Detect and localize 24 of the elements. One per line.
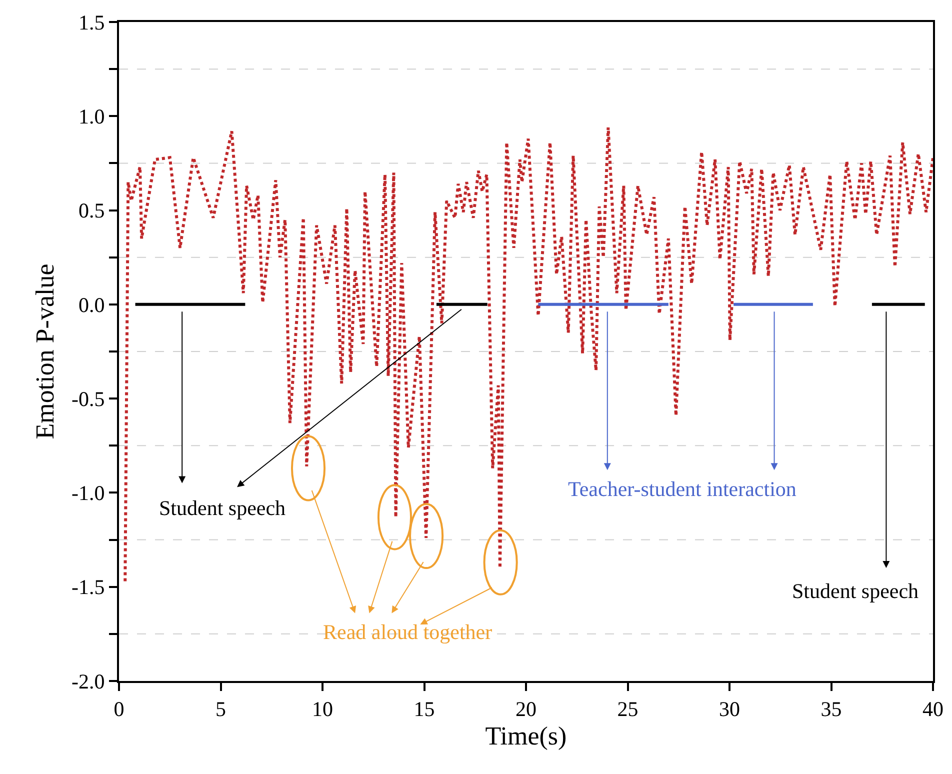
annotation: Read aloud together xyxy=(323,620,492,644)
y-tick-label: -2.0 xyxy=(72,669,105,694)
y-tick-label: -1.0 xyxy=(72,481,105,506)
y-tick-label: 0.0 xyxy=(78,292,105,317)
annotation: Teacher-student interaction xyxy=(568,477,797,501)
x-tick-label: 20 xyxy=(516,697,536,722)
x-tick-label: 25 xyxy=(617,697,638,722)
line-series xyxy=(124,126,933,583)
x-tick-label: 35 xyxy=(820,697,842,722)
y-tick-label: -1.5 xyxy=(72,575,105,600)
y-tick-label: 1.0 xyxy=(78,104,105,128)
x-tick-label: 5 xyxy=(216,697,226,722)
x-tick-label: 40 xyxy=(922,697,944,722)
annotation: Student speech xyxy=(792,579,920,603)
y-axis-title: Emotion P-value xyxy=(30,264,60,440)
x-tick-label: 15 xyxy=(414,697,435,722)
y-tick-label: 1.5 xyxy=(78,10,105,34)
y-tick-label: -0.5 xyxy=(72,386,105,411)
x-tick-label: 0 xyxy=(114,697,124,722)
x-tick-label: 10 xyxy=(312,697,333,722)
x-tick-label: 30 xyxy=(719,697,740,722)
annotation: Student speech xyxy=(159,496,286,520)
y-tick-label: 0.5 xyxy=(78,198,105,223)
x-axis-title: Time(s) xyxy=(485,721,567,750)
